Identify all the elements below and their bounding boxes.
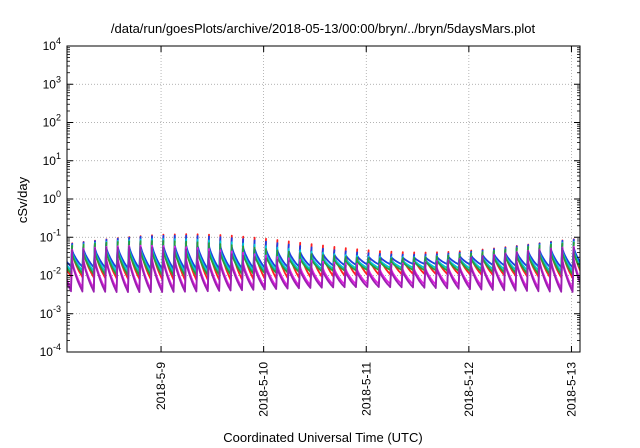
y-tick-label: 10-4: [40, 342, 61, 359]
x-axis-title: Coordinated Universal Time (UTC): [223, 430, 422, 445]
x-tick-label: 2018-5-13: [564, 362, 578, 417]
y-axis: 10-4 10-3 10-2 10-1 100 101 102 103 104: [40, 36, 580, 359]
x-tick-label: 2018-5-9: [154, 362, 168, 410]
y-axis-title: cSv/day: [15, 176, 30, 223]
y-tick-label: 102: [43, 113, 61, 130]
y-tick-label: 10-1: [40, 227, 61, 244]
x-tick-label: 2018-5-10: [257, 362, 271, 417]
x-axis: 2018-5-9 2018-5-10 2018-5-11 2018-5-12 2018-…: [154, 46, 578, 417]
series-group: [67, 233, 580, 293]
y-tick-label: 100: [43, 189, 61, 206]
series-line: [67, 246, 580, 293]
x-tick-label: 2018-5-11: [359, 362, 373, 416]
x-tick-label: 2018-5-12: [462, 362, 476, 417]
y-tick-label: 103: [43, 74, 61, 91]
chart-title: /data/run/goesPlots/archive/2018-05-13/0…: [111, 21, 536, 36]
grid: [67, 46, 580, 352]
y-tick-label: 101: [43, 151, 61, 168]
y-tick-label: 10-3: [40, 304, 61, 321]
y-tick-label: 10-2: [40, 266, 61, 283]
y-tick-label: 104: [43, 36, 61, 53]
plot-frame: [66, 45, 581, 353]
